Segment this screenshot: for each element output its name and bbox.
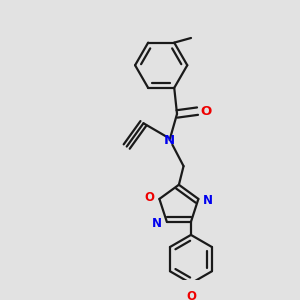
Text: N: N (152, 217, 162, 230)
Text: N: N (203, 194, 213, 207)
Text: O: O (145, 190, 155, 204)
Text: O: O (200, 105, 211, 118)
Text: N: N (164, 134, 175, 146)
Text: O: O (186, 290, 196, 300)
